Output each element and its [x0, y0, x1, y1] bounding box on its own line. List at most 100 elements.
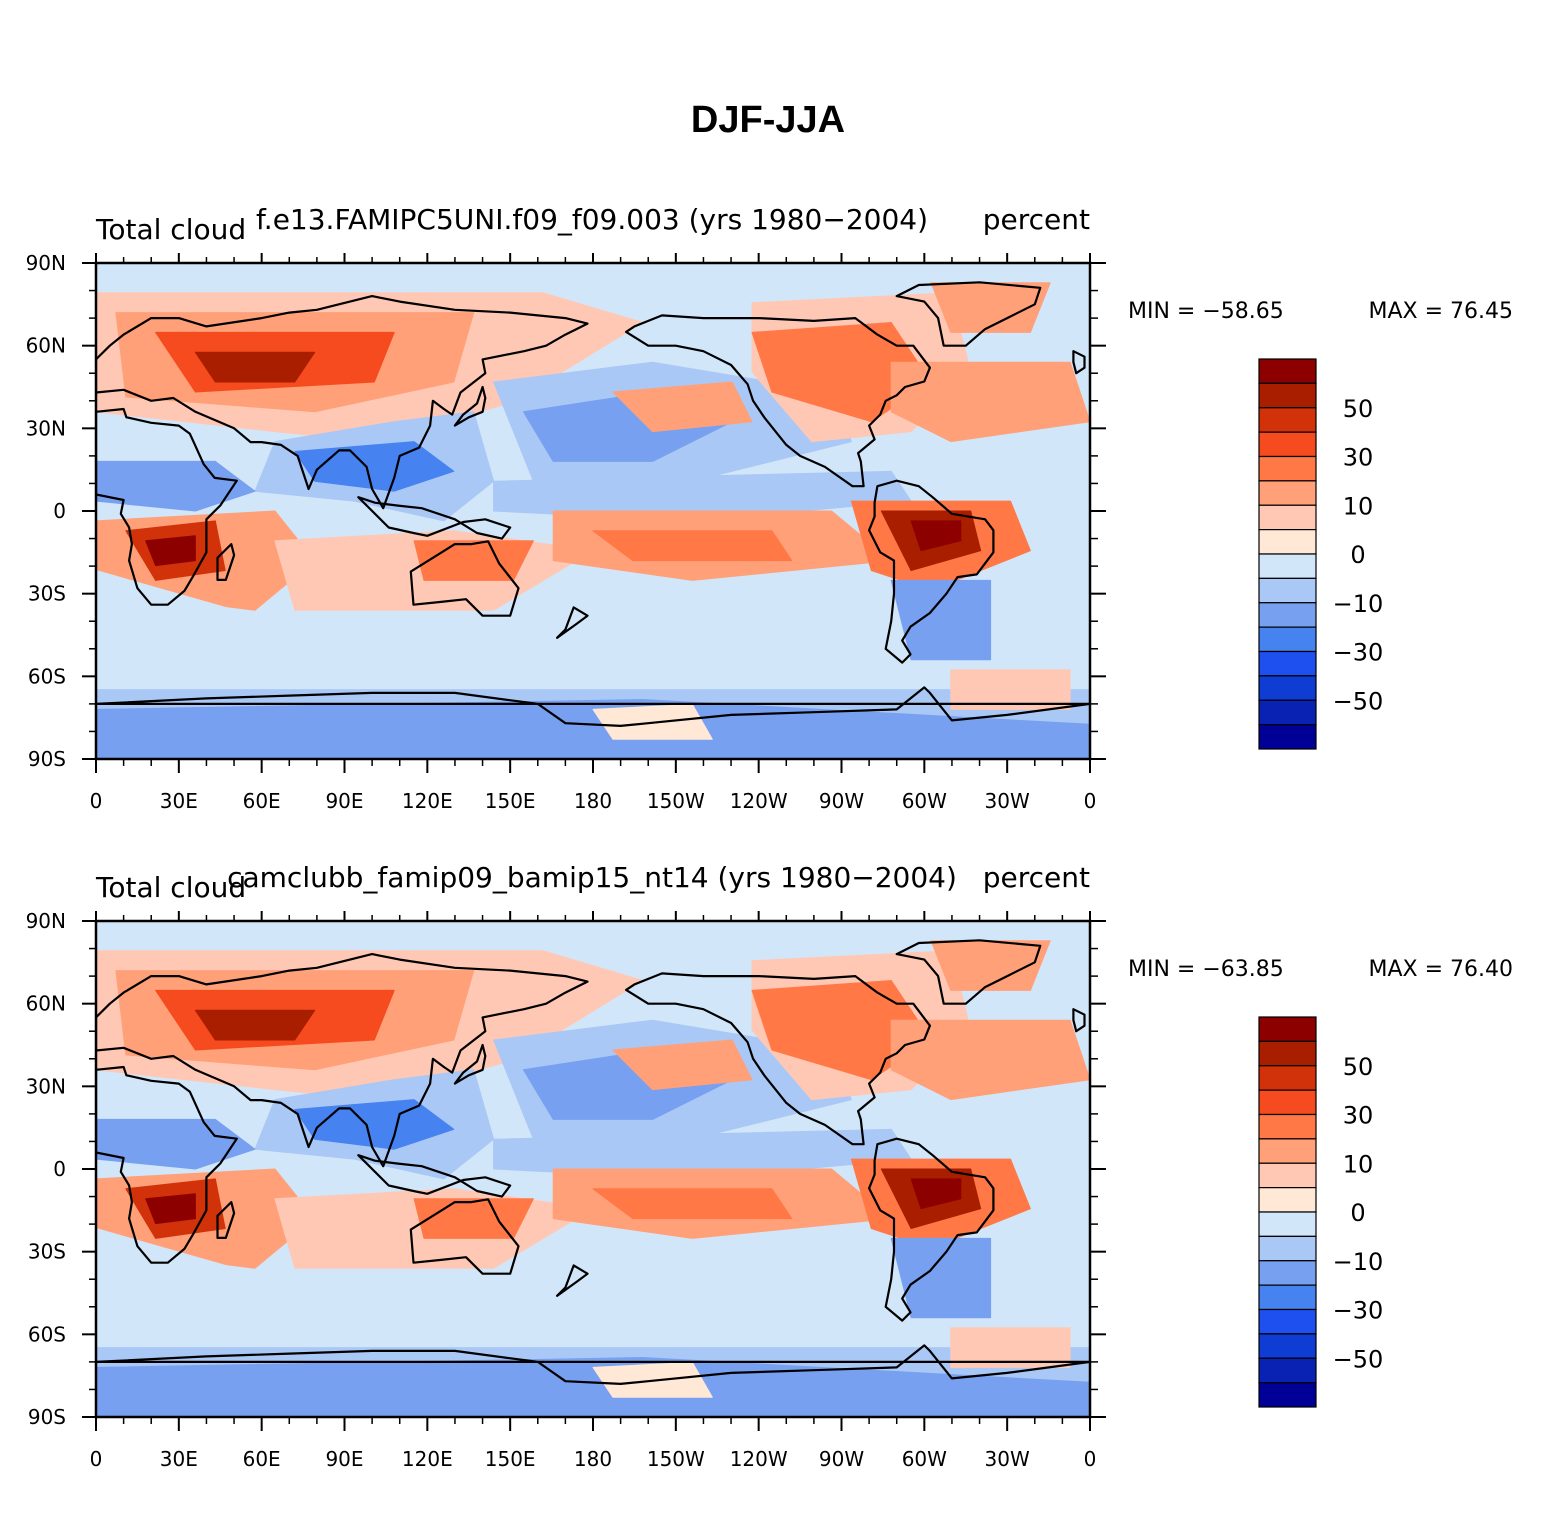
colorbar-label: 30 [1343, 1102, 1374, 1130]
colorbar-label: 30 [1343, 444, 1374, 472]
colorbar-box [1258, 1211, 1317, 1237]
lat-tick-label: 60N [26, 334, 66, 358]
contour-region-32 [950, 1327, 1071, 1368]
colorbar-label: 10 [1343, 1150, 1374, 1178]
coastline-1 [96, 952, 589, 1168]
units-label: percent [983, 203, 1090, 236]
variable-label: Total cloud [95, 213, 246, 246]
colorbar-box [1258, 1113, 1317, 1140]
colorbar-box [1258, 1308, 1317, 1335]
coastline-3 [216, 542, 236, 582]
colorbar-box [1258, 1138, 1317, 1164]
contour-region-25 [890, 1019, 1090, 1101]
colorbar-box [1258, 1162, 1317, 1189]
lon-tick-label: 180 [574, 1447, 612, 1471]
cloud-difference-field [96, 921, 1090, 1417]
lon-tick-label: 90E [325, 789, 363, 813]
units-label: percent [983, 861, 1090, 894]
map-panel-2: 0 30E 60E 90E 120E 150E 180 150W 120W 90W 60W 30W 09… [26, 861, 1513, 1471]
colorbar-box [1258, 1065, 1317, 1091]
contour-region-20 [413, 1198, 534, 1239]
max-label: MAX = 76.45 [1368, 299, 1513, 324]
colorbar-box [1258, 358, 1317, 384]
colorbar-label: 50 [1343, 1053, 1374, 1081]
lon-tick-label: 30E [160, 1447, 198, 1471]
lon-tick-label: 0 [90, 1447, 103, 1471]
lon-tick-label: 0 [90, 789, 103, 813]
cloud-difference-field [96, 263, 1090, 759]
coastline-5 [624, 314, 932, 488]
lon-tick-label: 90W [819, 789, 864, 813]
colorbar-box [1258, 382, 1317, 409]
coastline-8 [96, 686, 1090, 728]
contour-region-29 [930, 282, 1051, 333]
coastline-7 [867, 1137, 995, 1322]
lon-tick-label: 150E [485, 789, 536, 813]
coastline-12 [1072, 350, 1086, 375]
colorbar-label: −30 [1333, 639, 1384, 667]
colorbar-box [1258, 1089, 1317, 1116]
colorbar-box [1258, 724, 1317, 750]
colorbar-box [1258, 407, 1317, 433]
coastline-1 [96, 295, 589, 510]
colorbar-label: −50 [1333, 687, 1384, 715]
coastline-12 [1072, 1008, 1086, 1033]
coastline-8 [96, 1344, 1090, 1386]
contour-region-30 [890, 579, 992, 661]
lon-tick-label: 60E [243, 1447, 281, 1471]
colorbar-box [1258, 1260, 1317, 1286]
colorbar-label: −10 [1333, 590, 1384, 618]
colorbar-box [1258, 553, 1317, 579]
coastline-9 [453, 1043, 487, 1085]
coastline-4 [409, 540, 520, 617]
contour-region-22 [592, 1188, 793, 1220]
lat-tick-label: 60S [28, 664, 66, 688]
contour-region-22 [592, 530, 793, 562]
coastline-7 [867, 479, 995, 664]
colorbar: 50 30 10 0 −10 −30 −50 [1258, 358, 1384, 750]
colorbar-box [1258, 1333, 1317, 1359]
contour-region-20 [413, 540, 534, 581]
min-label: MIN = −63.85 [1128, 957, 1284, 982]
coastline-10 [357, 1154, 512, 1198]
lon-tick-label: 0 [1084, 1447, 1097, 1471]
contour-region-1 [96, 921, 1090, 957]
coastline-6 [895, 281, 1042, 347]
min-label: MIN = −58.65 [1128, 299, 1284, 324]
lat-tick-label: 30S [28, 1240, 66, 1264]
contour-region-4 [96, 1357, 1090, 1417]
lat-tick-label: 0 [53, 1157, 66, 1181]
colorbar-box [1258, 1187, 1317, 1213]
contour-region-29 [930, 940, 1051, 991]
contour-region-30 [890, 1237, 992, 1319]
coastline-9 [453, 385, 487, 427]
colorbar-label: 50 [1343, 395, 1374, 423]
colorbar-box [1258, 1382, 1317, 1408]
contour-region-11 [96, 1118, 256, 1170]
colorbar-label: 0 [1350, 1199, 1365, 1227]
figure-title: DJF-JJA [691, 99, 845, 141]
coastline-10 [357, 496, 512, 540]
colorbar-box [1258, 480, 1317, 506]
lon-tick-label: 120W [730, 789, 788, 813]
lon-tick-label: 120E [402, 789, 453, 813]
coastline-2 [96, 407, 238, 606]
lon-tick-label: 120E [402, 1447, 453, 1471]
lon-tick-label: 30W [985, 1447, 1030, 1471]
lat-tick-label: 60S [28, 1322, 66, 1346]
coastline-5 [624, 972, 932, 1146]
lat-tick-label: 90S [28, 1405, 66, 1429]
colorbar-box [1258, 602, 1317, 628]
coastline-3 [216, 1200, 236, 1240]
coastline-4 [409, 1198, 520, 1275]
lon-tick-label: 180 [574, 789, 612, 813]
contour-region-8 [194, 1009, 316, 1041]
lon-tick-label: 30E [160, 789, 198, 813]
colorbar-box [1258, 1284, 1317, 1311]
contour-region-18 [145, 1193, 196, 1225]
lon-tick-label: 120W [730, 1447, 788, 1471]
colorbar-box [1258, 1040, 1317, 1067]
map-panel-1: 0 30E 60E 90E 120E 150E 180 150W 120W 90W 60W 30W 09… [26, 203, 1513, 813]
lon-tick-label: 30W [985, 789, 1030, 813]
lon-tick-label: 90W [819, 1447, 864, 1471]
